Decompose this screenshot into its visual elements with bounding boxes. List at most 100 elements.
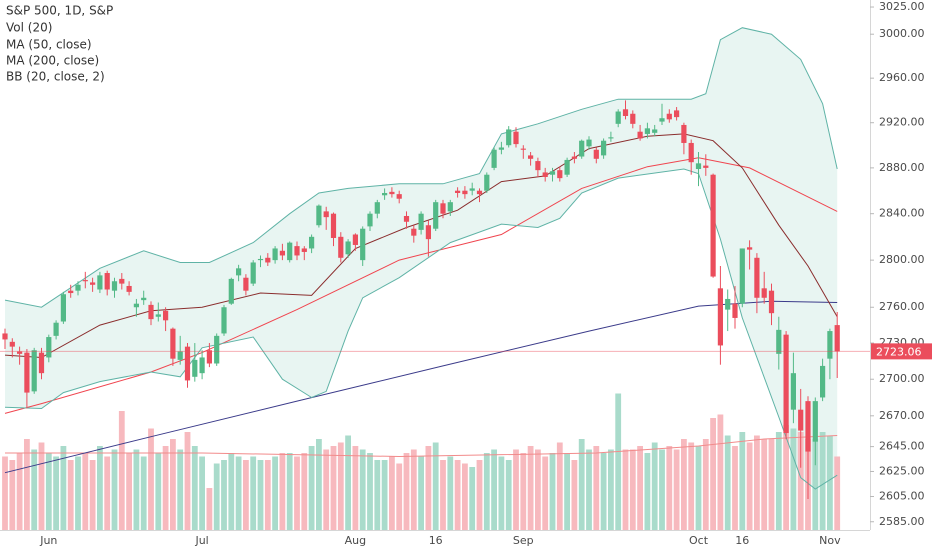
candle-body (601, 140, 607, 156)
indicator-line (4, 157, 838, 414)
volume-bar (294, 456, 300, 530)
candle-body (279, 250, 285, 256)
candle-body (316, 205, 322, 226)
volume-bar (462, 463, 468, 530)
volume-bar (359, 449, 366, 530)
volume-bar (2, 456, 8, 530)
volume-bar (396, 463, 403, 530)
candle-body (812, 401, 818, 442)
candle-body (243, 277, 249, 291)
volume-bar (761, 439, 768, 530)
volume-bar (191, 446, 198, 530)
volume-bar (323, 449, 330, 530)
volume-bar (16, 453, 23, 530)
volume-bar (162, 446, 169, 530)
x-tick-label: Sep (513, 534, 534, 547)
y-tick-label: 2800.00 (879, 253, 925, 266)
volume-bar (681, 439, 687, 530)
candle-body (68, 290, 74, 294)
candle-body (126, 285, 132, 292)
volume-bar (330, 446, 337, 530)
volume-bar (651, 442, 658, 530)
candle-body (46, 337, 52, 358)
volume-bar (498, 456, 505, 530)
volume-bar (600, 453, 607, 530)
x-tick-label: Nov (819, 534, 841, 547)
volume-bar (542, 456, 549, 530)
candle-body (352, 234, 358, 245)
x-tick-label: 16 (735, 534, 749, 547)
candle-body (557, 170, 563, 179)
candle-body (155, 314, 161, 317)
y-tick-label: 2585.00 (879, 515, 925, 528)
volume-bar (710, 418, 716, 530)
candle-body (768, 290, 775, 314)
candle-body (666, 113, 672, 120)
volume-bar (556, 442, 563, 530)
candle-body (31, 350, 37, 392)
y-tick-label: 3025.00 (879, 0, 925, 13)
volume-bar (228, 453, 235, 530)
volume-bar (535, 449, 541, 530)
indicator-line (5, 435, 838, 458)
volume-bar (301, 453, 308, 530)
volume-bar (24, 439, 30, 530)
volume-bar (45, 453, 52, 530)
candle-body (776, 329, 782, 354)
volume-bar (418, 456, 424, 530)
y-tick-label: 2625.00 (879, 464, 925, 477)
candle-body (111, 281, 118, 291)
volume-bar (775, 432, 782, 530)
candle-body (396, 194, 402, 199)
volume-bar (177, 449, 184, 530)
candle-body (338, 236, 344, 258)
bb-fill (5, 27, 838, 489)
volume-bar (140, 456, 147, 530)
volume-bar (827, 435, 833, 530)
volume-bar (622, 449, 629, 530)
candle-body (440, 203, 446, 214)
last-price-box (871, 343, 932, 360)
volume-bar (410, 449, 417, 530)
candle-body (309, 236, 315, 249)
candle-body (834, 325, 840, 352)
volume-bar (257, 460, 264, 530)
candle-body (389, 191, 395, 195)
candle-body (615, 111, 621, 124)
candle-body (301, 248, 307, 252)
volume-bar (53, 456, 59, 530)
candle-body (513, 131, 519, 145)
candle-body (221, 307, 227, 334)
y-tick-label: 2880.00 (879, 161, 925, 174)
volume-bar (279, 453, 286, 530)
volume-bar (797, 432, 804, 530)
volume-bar (739, 432, 746, 530)
candle-body (549, 171, 556, 175)
candle-body (53, 322, 59, 336)
volume-bar (491, 449, 497, 530)
volume-bar (447, 456, 454, 530)
volume-bar (688, 442, 695, 530)
candle-body (90, 282, 96, 285)
candle-body (681, 124, 687, 143)
candle-body (710, 174, 716, 277)
candle-body (330, 213, 337, 238)
volume-bar (812, 439, 819, 530)
volume-bar (702, 439, 709, 530)
x-tick-label: 16 (429, 534, 443, 547)
candle-body (97, 275, 103, 290)
volume-bar (155, 453, 162, 530)
volume-bar (60, 446, 67, 530)
volume-bar (184, 432, 191, 530)
candle-body (476, 190, 483, 195)
candle-body (236, 268, 242, 276)
candle-body (294, 246, 300, 256)
volume-bar (235, 456, 242, 530)
candle-body (805, 401, 811, 452)
candle-body (272, 248, 278, 261)
volume-bar (637, 446, 643, 530)
legend-entry: BB (20, close, 2) (6, 70, 105, 84)
volume-bar (746, 442, 753, 530)
volume-bar (513, 449, 519, 530)
volume-bar (31, 449, 38, 530)
